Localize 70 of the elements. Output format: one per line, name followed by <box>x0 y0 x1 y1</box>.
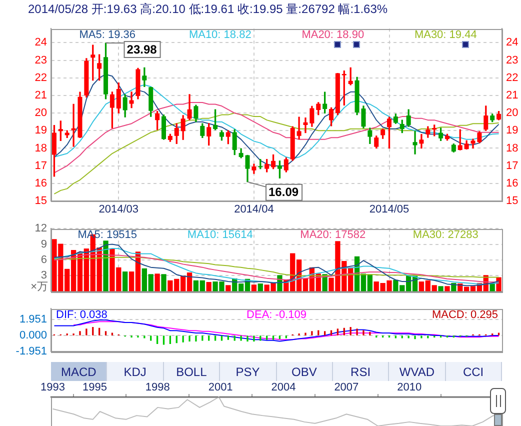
y2-tick-label: 19 <box>506 124 518 137</box>
y-tick-label: 12 <box>34 222 47 235</box>
x-tick-label: 2007 <box>334 381 359 394</box>
text: RSI <box>332 362 390 381</box>
y-tick-label: 21 <box>34 89 47 102</box>
text: PSY <box>220 362 276 381</box>
text: MACD <box>51 362 108 381</box>
y2-tick-label: 16 <box>506 177 518 190</box>
text: OBV <box>276 362 333 381</box>
x-tick-label: 1993 <box>40 381 65 394</box>
y-tick-label: 9 <box>40 238 47 250</box>
x-tick-label: 1995 <box>82 381 107 394</box>
text: MA5: 19.36 <box>79 29 136 42</box>
annotation: 16.09 <box>268 185 299 200</box>
series-label: DIF: 0.038 <box>56 309 108 322</box>
y2-tick-label: 17 <box>506 160 518 172</box>
y-tick-label: 24 <box>34 36 47 49</box>
text: CCI <box>446 362 502 381</box>
bar <box>103 240 108 292</box>
y-tick-label: 22 <box>34 72 47 84</box>
x-tick-label: 2001 <box>208 381 233 394</box>
y-tick-label: 23 <box>34 54 47 66</box>
bar <box>161 274 166 292</box>
y2-tick-label: 21 <box>506 89 518 102</box>
x-tick-label: 2014/04 <box>234 204 274 216</box>
x-tick-label: 1998 <box>145 381 170 394</box>
y-tick-label: 20 <box>34 107 47 120</box>
bar <box>206 282 212 292</box>
text: WVAD <box>389 362 446 381</box>
text: BOLL <box>164 362 220 381</box>
bar <box>438 286 444 292</box>
chart-title: 2014/05/28 开:19.63 高:20.10 低:19.61 收:19.95 量:26792 幅:1.63% <box>28 1 388 18</box>
y-tick-label: 17 <box>34 160 47 172</box>
bar <box>154 274 160 292</box>
text: MA20: 17582 <box>300 229 366 242</box>
y2-tick-label: 23 <box>506 54 518 66</box>
y2-tick-label: 20 <box>506 107 518 120</box>
text: KDJ <box>107 362 164 381</box>
y2-tick-label: 22 <box>506 72 518 84</box>
bar <box>122 272 128 292</box>
text: MA30: 27283 <box>412 229 478 242</box>
y-tick-label: 6 <box>40 254 47 266</box>
text: MA10: 15614 <box>187 229 253 242</box>
y-tick-label: 16 <box>34 177 47 190</box>
y-tick-label: 15 <box>34 195 47 208</box>
y-tick-label: 3 <box>40 270 47 282</box>
y2-tick-label: 18 <box>506 142 518 154</box>
y2-tick-label: 15 <box>506 195 518 208</box>
text: MA10: 18.82 <box>188 29 252 42</box>
y-tick-label: 0.000 <box>19 330 47 342</box>
annotation: 23.98 <box>126 42 158 56</box>
y-tick-label: 19 <box>34 124 47 137</box>
y2-tick-label: 24 <box>506 36 518 49</box>
y-tick-label: 18 <box>34 142 47 154</box>
x-tick-label: 2014/05 <box>369 204 410 216</box>
series-label: MA5: 19515 <box>78 229 138 242</box>
y-tick-label: -1.951 <box>16 345 47 358</box>
series-label: MACD: 0.295 <box>432 309 498 322</box>
bar <box>251 284 257 292</box>
bar <box>258 284 263 292</box>
x-tick-label: 2004 <box>271 381 296 394</box>
y-tick-label: 1.951 <box>19 314 47 326</box>
bar <box>226 285 231 292</box>
y-axis-title: ×万 <box>30 280 48 293</box>
text: MA30: 19.44 <box>414 29 477 42</box>
text: MA20: 18.90 <box>302 29 364 42</box>
x-tick-label: 2014/03 <box>98 204 139 216</box>
x-tick-label: 2010 <box>397 381 422 394</box>
series-label: DEA: -0.109 <box>246 309 306 322</box>
bar <box>444 286 450 292</box>
